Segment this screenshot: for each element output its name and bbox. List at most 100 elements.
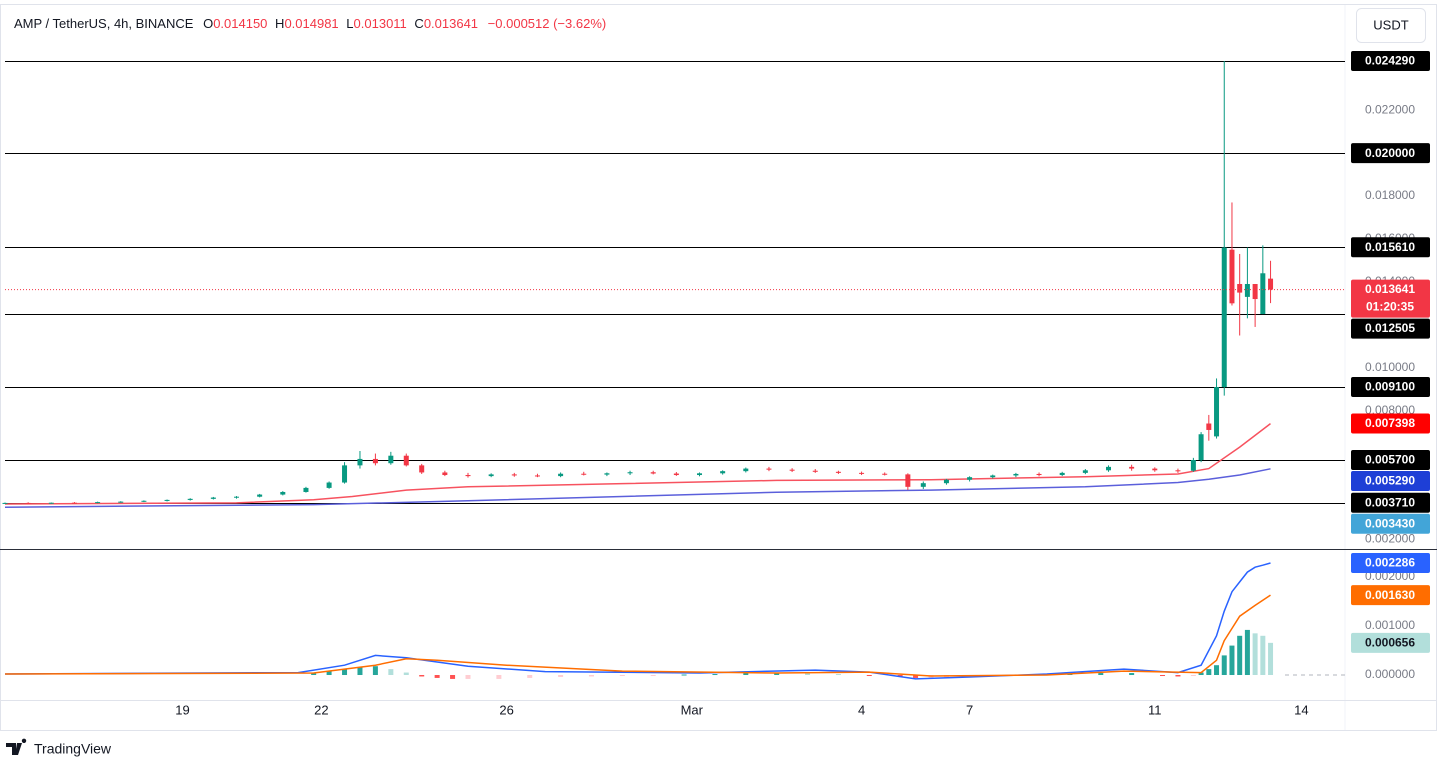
x-tick-label: 26 — [499, 702, 513, 717]
histogram-bar — [1214, 665, 1220, 676]
candle-body — [1152, 468, 1158, 471]
candle-body — [1252, 284, 1258, 300]
candle-body — [1268, 278, 1274, 290]
x-tick-label: 7 — [966, 702, 973, 717]
price-label: 0.005290 — [1365, 474, 1415, 488]
candle-body — [812, 470, 818, 472]
ohlc-key: L — [346, 16, 353, 31]
moving-average — [4, 468, 1271, 508]
currency-label[interactable]: USDT — [1373, 17, 1408, 32]
indicator-label-box — [1351, 632, 1430, 653]
y-tick-label: 0.010000 — [1365, 360, 1415, 374]
histogram-bar — [465, 675, 471, 679]
currency-button[interactable]: USDT — [1356, 8, 1426, 43]
level-label: 0.020000 — [1365, 146, 1415, 160]
candle-body — [71, 502, 77, 504]
brand[interactable]: TradingView — [6, 738, 112, 757]
level-label-box — [1351, 318, 1430, 339]
level-label: 0.009100 — [1365, 380, 1415, 394]
x-tick-label: 22 — [314, 702, 328, 717]
candle-body — [141, 500, 147, 502]
candle-body — [673, 473, 679, 476]
candle-body — [943, 479, 949, 484]
histogram-bar — [558, 675, 564, 677]
candle-body — [372, 458, 378, 464]
candle-body — [488, 474, 494, 477]
candle-body — [419, 465, 425, 473]
y-tick-label: 0.018000 — [1365, 188, 1415, 202]
y-tick-label: 0.001000 — [1365, 618, 1415, 632]
ohlc-key: H — [275, 16, 284, 31]
histogram-bar — [805, 673, 811, 676]
candle-body — [511, 474, 517, 476]
ohlc-key: O — [203, 16, 213, 31]
candle-body — [1190, 460, 1196, 471]
candle-body — [465, 475, 471, 477]
candle-body — [1244, 284, 1250, 297]
candle-body — [990, 475, 996, 478]
indicator-label-box — [1351, 585, 1430, 606]
candle-body — [1214, 387, 1220, 437]
candle-body — [743, 468, 749, 472]
candle-body — [905, 474, 911, 487]
histogram-bar — [588, 675, 594, 677]
level-label-box — [1351, 51, 1430, 72]
ohlc-key: C — [414, 16, 423, 31]
candle-body — [234, 496, 240, 498]
currency-button-frame[interactable] — [1356, 8, 1426, 43]
histogram-bar — [1229, 645, 1235, 676]
candle-body — [789, 469, 795, 471]
candle-body — [720, 471, 726, 474]
level-label: 0.024290 — [1365, 54, 1415, 68]
histogram-bar — [1160, 675, 1166, 677]
candle-body — [1260, 273, 1266, 315]
histogram-bar — [681, 674, 687, 676]
candle-body — [48, 502, 54, 504]
level-label: 0.003710 — [1365, 495, 1415, 509]
candle-body — [581, 473, 587, 475]
price-label-box — [1351, 471, 1430, 492]
histogram-bar — [388, 669, 394, 676]
histogram-bar — [1190, 675, 1196, 677]
candle-body — [442, 472, 448, 476]
moving-average — [4, 423, 1271, 505]
histogram-bar — [650, 675, 656, 677]
histogram-bar — [419, 675, 425, 677]
candle-body — [697, 473, 703, 476]
candle-body — [187, 498, 193, 500]
indicator-label: 0.001630 — [1365, 588, 1415, 602]
candle-body — [118, 501, 124, 503]
histogram-bar — [774, 672, 780, 676]
price-label-countdown: 01:20:35 — [1366, 300, 1414, 314]
ohlc-value: 0.013641 — [424, 16, 478, 31]
ohlc-value: 0.014981 — [284, 16, 338, 31]
price-label: 0.013641 — [1365, 282, 1415, 296]
histogram-bar — [1252, 633, 1258, 676]
price-label: 0.007398 — [1365, 416, 1415, 430]
candle-body — [303, 487, 309, 492]
level-label-box — [1351, 450, 1430, 471]
candle-body — [280, 491, 286, 495]
level-label-box — [1351, 377, 1430, 398]
candle-body — [534, 475, 540, 477]
histogram-bar — [342, 669, 348, 676]
price-label-box — [1351, 513, 1430, 534]
histogram-bar — [1268, 642, 1274, 676]
candle-body — [342, 465, 348, 483]
x-tick-label: 11 — [1148, 702, 1162, 717]
candle-body — [1237, 284, 1243, 293]
candle-body — [95, 502, 101, 504]
price-label-box — [1351, 279, 1430, 318]
histogram-bar — [835, 674, 841, 676]
indicator-label-box — [1351, 552, 1430, 573]
candle-body — [1229, 249, 1235, 304]
candle-body — [1036, 473, 1042, 476]
histogram-bar — [1237, 635, 1243, 676]
candle-body — [1129, 466, 1135, 469]
candle-body — [388, 455, 394, 464]
indicator-label: 0.002286 — [1365, 556, 1415, 570]
histogram-bar — [527, 675, 533, 678]
brand-logo[interactable] — [6, 738, 27, 755]
brand-name[interactable]: TradingView — [34, 741, 112, 757]
